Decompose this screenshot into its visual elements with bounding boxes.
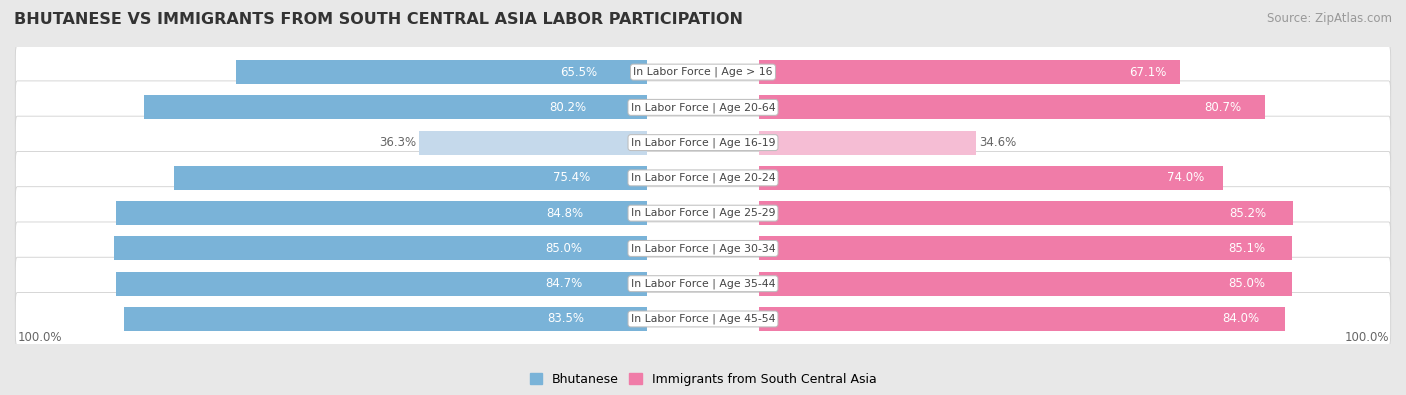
Bar: [145, 95, 647, 119]
FancyBboxPatch shape: [15, 116, 1391, 169]
Text: 36.3%: 36.3%: [380, 136, 416, 149]
Legend: Bhutanese, Immigrants from South Central Asia: Bhutanese, Immigrants from South Central…: [524, 368, 882, 391]
Bar: [117, 272, 647, 296]
Text: In Labor Force | Age 45-54: In Labor Force | Age 45-54: [631, 314, 775, 324]
Bar: [759, 166, 1223, 190]
Bar: [759, 237, 1292, 260]
Bar: [174, 166, 647, 190]
FancyBboxPatch shape: [15, 46, 1391, 98]
Text: 84.0%: 84.0%: [1222, 312, 1260, 325]
Text: 80.2%: 80.2%: [550, 101, 586, 114]
Text: 80.7%: 80.7%: [1204, 101, 1241, 114]
FancyBboxPatch shape: [15, 293, 1391, 345]
Bar: [115, 201, 647, 225]
Text: BHUTANESE VS IMMIGRANTS FROM SOUTH CENTRAL ASIA LABOR PARTICIPATION: BHUTANESE VS IMMIGRANTS FROM SOUTH CENTR…: [14, 12, 742, 27]
Text: In Labor Force | Age 25-29: In Labor Force | Age 25-29: [631, 208, 775, 218]
Bar: [236, 60, 647, 84]
Text: 85.1%: 85.1%: [1229, 242, 1265, 255]
Bar: [759, 60, 1180, 84]
Bar: [419, 131, 647, 154]
Bar: [114, 237, 647, 260]
FancyBboxPatch shape: [15, 151, 1391, 204]
Text: 100.0%: 100.0%: [17, 331, 62, 344]
Text: 75.4%: 75.4%: [553, 171, 591, 184]
Text: In Labor Force | Age 20-64: In Labor Force | Age 20-64: [631, 102, 775, 113]
Text: 65.5%: 65.5%: [560, 66, 598, 79]
Text: In Labor Force | Age > 16: In Labor Force | Age > 16: [633, 67, 773, 77]
FancyBboxPatch shape: [15, 187, 1391, 240]
Text: 67.1%: 67.1%: [1129, 66, 1167, 79]
Text: In Labor Force | Age 30-34: In Labor Force | Age 30-34: [631, 243, 775, 254]
Bar: [759, 272, 1292, 296]
Bar: [759, 307, 1285, 331]
Text: 100.0%: 100.0%: [1344, 331, 1389, 344]
Text: In Labor Force | Age 20-24: In Labor Force | Age 20-24: [631, 173, 775, 183]
Text: Source: ZipAtlas.com: Source: ZipAtlas.com: [1267, 12, 1392, 25]
Bar: [759, 201, 1294, 225]
Text: In Labor Force | Age 16-19: In Labor Force | Age 16-19: [631, 137, 775, 148]
Text: 85.0%: 85.0%: [1227, 277, 1265, 290]
Bar: [759, 131, 976, 154]
FancyBboxPatch shape: [15, 81, 1391, 134]
Bar: [124, 307, 647, 331]
Text: 84.8%: 84.8%: [546, 207, 583, 220]
Text: 85.0%: 85.0%: [546, 242, 582, 255]
Text: 85.2%: 85.2%: [1229, 207, 1265, 220]
Text: 74.0%: 74.0%: [1167, 171, 1205, 184]
Text: 84.7%: 84.7%: [546, 277, 583, 290]
Text: In Labor Force | Age 35-44: In Labor Force | Age 35-44: [631, 278, 775, 289]
Text: 83.5%: 83.5%: [547, 312, 583, 325]
Text: 34.6%: 34.6%: [979, 136, 1017, 149]
FancyBboxPatch shape: [15, 222, 1391, 275]
Bar: [759, 95, 1265, 119]
FancyBboxPatch shape: [15, 257, 1391, 310]
